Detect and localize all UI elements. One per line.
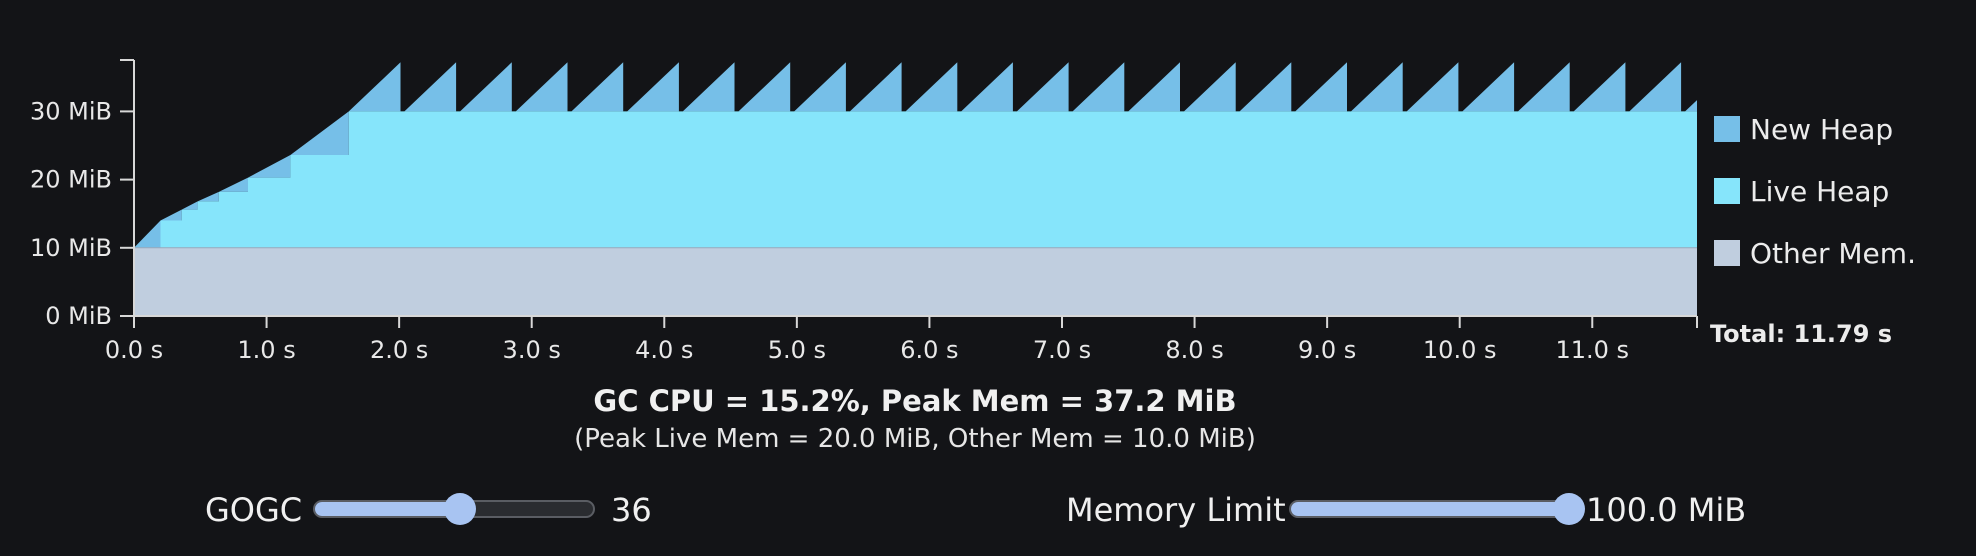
x-tick-label: 2.0 s [370, 336, 428, 364]
x-tick-label: 5.0 s [768, 336, 826, 364]
summary-title: GC CPU = 15.2%, Peak Mem = 37.2 MiB [593, 384, 1237, 418]
memory-limit-slider-thumb[interactable] [1553, 493, 1585, 525]
gogc-slider[interactable] [313, 493, 595, 525]
y-tick-label: 20 MiB [30, 166, 112, 194]
x-tick-label: 0.0 s [105, 336, 163, 364]
summary-subtitle: (Peak Live Mem = 20.0 MiB, Other Mem = 1… [574, 424, 1256, 454]
memory-limit-slider-fill [1291, 502, 1569, 516]
x-tick-label: 1.0 s [237, 336, 295, 364]
legend-swatch [1714, 240, 1740, 266]
y-tick-label: 30 MiB [30, 97, 112, 125]
x-tick-label: 4.0 s [635, 336, 693, 364]
gogc-slider-fill [315, 502, 460, 516]
legend-swatch [1714, 116, 1740, 142]
total-time-label: Total: 11.79 s [1710, 320, 1892, 348]
memory-limit-value: 100.0 MiB [1586, 491, 1747, 529]
memory-chart: 0 MiB 10 MiB 20 MiB 30 MiB 0.0 s 1.0 s 2.0 s 3.… [30, 59, 1916, 364]
memory-limit-slider[interactable] [1289, 493, 1585, 525]
x-tick-label: 11.0 s [1555, 336, 1629, 364]
gogc-value: 36 [611, 491, 652, 529]
x-tick-label: 10.0 s [1423, 336, 1497, 364]
live-heap-area [134, 111, 1697, 248]
legend-label: Other Mem. [1750, 237, 1916, 270]
y-tick-label: 10 MiB [30, 234, 112, 262]
other-mem-area [134, 247, 1697, 316]
x-tick-label: 9.0 s [1298, 336, 1356, 364]
gogc-slider-thumb[interactable] [443, 493, 476, 525]
legend-label: New Heap [1750, 113, 1893, 146]
x-tick-label: 8.0 s [1165, 336, 1223, 364]
x-tick-label: 3.0 s [503, 336, 561, 364]
memory-limit-label: Memory Limit [1066, 491, 1286, 529]
legend-swatch [1714, 178, 1740, 204]
y-tick-label: 0 MiB [45, 302, 112, 330]
new-heap-area [348, 62, 1697, 112]
legend-label: Live Heap [1750, 175, 1889, 208]
x-tick-label: 7.0 s [1033, 336, 1091, 364]
x-tick-label: 6.0 s [900, 336, 958, 364]
gogc-label: GOGC [205, 491, 303, 529]
